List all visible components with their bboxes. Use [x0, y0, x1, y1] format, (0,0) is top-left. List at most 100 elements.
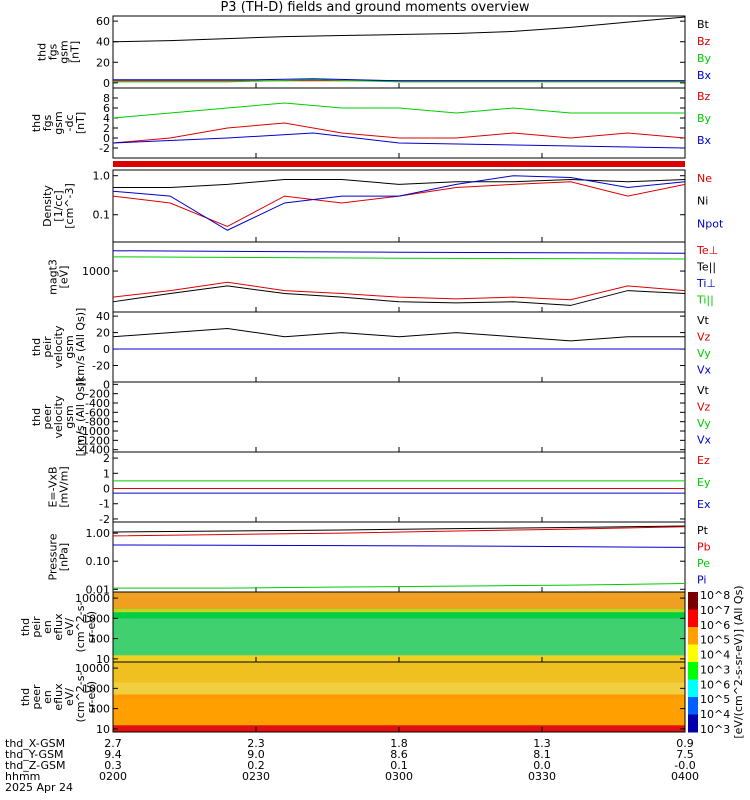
y-tick-label: -1400: [78, 444, 110, 457]
footer-value-t: 0400: [671, 770, 699, 783]
y-tick-label: 0: [103, 483, 110, 496]
y-axis-label: en: [41, 620, 54, 634]
legend-entry: Bt: [697, 18, 710, 31]
y-tick-label: 4: [103, 112, 110, 125]
colorbar-tick-label: 10^5: [700, 634, 730, 647]
colorbar-segment: [688, 679, 698, 698]
y-axis-label: eV/: [63, 618, 76, 636]
footer-value-t: 0200: [99, 770, 127, 783]
y-axis-label: -dc: [63, 115, 76, 132]
legend-entry: Ne: [697, 172, 712, 185]
colorbar-tick-label: 10^8: [700, 589, 730, 602]
y-axis-label: gsm: [63, 405, 76, 428]
y-tick-label: 1: [103, 467, 110, 480]
footer-value-t: 0230: [242, 770, 270, 783]
heatmap-band: [113, 682, 685, 695]
y-tick-label: 0.01: [86, 583, 111, 596]
chart-title: P3 (TH-D) fields and ground moments over…: [220, 0, 530, 15]
footer-value-x: 1.8: [390, 737, 408, 750]
y-tick-label: 2: [103, 452, 110, 465]
y-axis-label: [nT]: [74, 112, 87, 134]
series-line-Ni: [113, 178, 686, 188]
legend-entry: Te||: [696, 261, 716, 274]
footer-value-y: 8.1: [533, 748, 551, 761]
y-tick-label: 0.10: [86, 555, 111, 568]
legend-entry: Bz: [697, 35, 711, 48]
y-axis-label: eflux: [52, 613, 65, 641]
y-tick-label: -2: [99, 513, 110, 526]
legend-entry: Vx: [697, 364, 712, 377]
mode-bar: [113, 161, 685, 167]
footer-value-z: 0.2: [247, 759, 265, 772]
colorbar-tick-label: 10^6: [700, 678, 730, 691]
colorbar-segment: [688, 644, 698, 663]
legend-entry: Pb: [697, 541, 711, 554]
legend-entry: Vx: [697, 434, 712, 447]
series-line-Bz: [112, 122, 686, 144]
series-line-Vt: [112, 327, 685, 342]
series-line-Bt: [112, 16, 686, 43]
panel-peir_en: 10 100 1000 10000 thdpeirenefluxeV/(cm^2-s-s…: [19, 591, 686, 666]
y-tick-label: 10: [96, 653, 110, 666]
series-line-Pb: [112, 526, 686, 537]
y-tick-label: 2: [103, 122, 110, 135]
series-line-Ne: [112, 181, 686, 228]
y-tick-label: 1000: [82, 265, 110, 278]
y-axis-label: [nT]: [69, 41, 82, 63]
y-tick-label: 0: [103, 378, 110, 391]
y-axis-label: sr-eV): [85, 611, 98, 643]
y-axis-label: eV/: [63, 688, 76, 706]
heatmap-band: [113, 698, 685, 726]
legend-entry: Ti||: [696, 294, 714, 307]
panel-frame: [112, 451, 686, 523]
y-tick-label: 20: [96, 327, 110, 340]
footer-label-y: thd_Y-GSM: [5, 748, 64, 761]
colorbar-tick-label: 10^3: [700, 663, 730, 676]
panel-density: 0.1 1.0 Density[1/cc][cm^-3] Ne Ni Npot: [41, 169, 724, 243]
y-tick-label: 0: [103, 132, 110, 145]
y-axis-label: gsm: [52, 111, 65, 134]
y-tick-label: 100: [89, 703, 110, 716]
y-tick-label: -800: [85, 416, 110, 429]
y-tick-label: 1000: [82, 612, 110, 625]
legend-entry: Vy: [697, 417, 711, 430]
y-tick-label: -2: [99, 142, 110, 155]
colorbar-segment: [688, 609, 698, 628]
footer-value-y: 9.0: [247, 748, 265, 761]
heatmap-band: [113, 618, 685, 659]
legend-entry: Vt: [697, 384, 710, 397]
y-tick-label: 1.0: [93, 170, 111, 183]
y-axis-label: gsm: [58, 40, 71, 63]
legend-entry: Pi: [697, 574, 706, 587]
y-tick-label: 8: [103, 92, 110, 105]
footer-value-x: 1.3: [533, 737, 551, 750]
legend-entry: Bz: [697, 90, 711, 103]
y-axis-label: Pressure: [47, 533, 60, 580]
footer-value-x: 2.3: [247, 737, 265, 750]
legend-entry: Ez: [697, 454, 710, 467]
y-axis-label: Density: [41, 185, 54, 227]
colorbar-tick-label: 10^3: [700, 723, 730, 736]
footer-value-y: 7.5: [676, 748, 694, 761]
y-tick-label: 1.00: [86, 527, 111, 540]
y-axis-label: gsm: [63, 335, 76, 358]
footer-value-y: 9.4: [104, 748, 122, 761]
footer-value-z: -0.0: [674, 759, 696, 772]
legend-entry: Vz: [697, 331, 711, 344]
y-axis-label: thd: [30, 338, 43, 356]
y-axis-label: en: [41, 690, 54, 704]
colorbar-segment: [688, 592, 698, 610]
y-axis-label: [cm^-3]: [63, 183, 76, 229]
footer-value-z: 0.0: [533, 759, 551, 772]
footer-label-date: 2025 Apr 24: [5, 781, 74, 794]
y-tick-label: 100: [89, 633, 110, 646]
y-axis-label: (cm^2-s-: [74, 672, 87, 723]
y-axis-label: peer: [30, 684, 43, 710]
legend-entry: By: [697, 52, 712, 65]
panel-frame: [112, 15, 686, 89]
y-tick-label: 10: [96, 723, 110, 736]
panel-efield: -2 -1 0 1 2 E=-VxB[mV/m] Ez Ey Ex: [47, 451, 711, 526]
footer-label-z: thd_Z-GSM: [5, 759, 66, 772]
